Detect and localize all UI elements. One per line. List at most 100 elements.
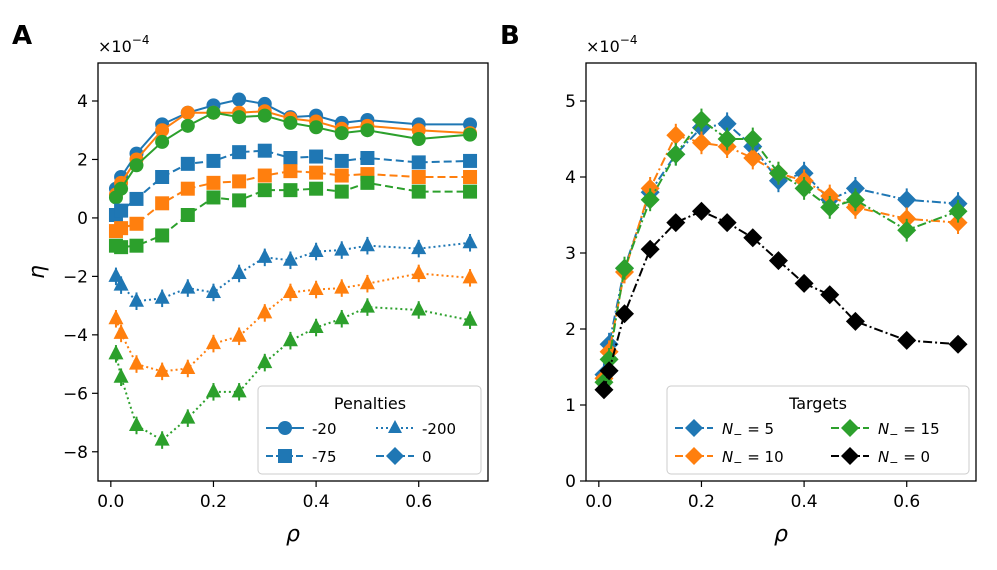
y-tick-label: 4 xyxy=(77,92,88,112)
data-point xyxy=(334,309,350,325)
x-tick-label: 0.4 xyxy=(303,492,330,512)
data-point xyxy=(743,129,763,149)
y-tick-label: −2 xyxy=(63,267,88,287)
panel-b-legend-title: Targets xyxy=(788,394,847,413)
data-point xyxy=(257,143,272,158)
y-tick-label: −8 xyxy=(63,443,88,463)
data-point xyxy=(113,368,129,383)
data-point xyxy=(206,175,221,190)
legend-entry-penalty-200: -200 xyxy=(376,420,456,438)
data-point xyxy=(282,283,298,298)
data-point xyxy=(108,309,124,325)
data-point xyxy=(154,362,170,377)
data-point xyxy=(360,123,375,138)
series-line xyxy=(602,210,959,391)
panel-b-frame xyxy=(585,62,977,482)
data-point xyxy=(897,220,917,240)
data-point xyxy=(180,409,196,424)
legend-entry-n5: N− = 5 xyxy=(675,419,774,441)
x-tick-label: 0.2 xyxy=(200,492,227,512)
data-point xyxy=(743,228,763,248)
legend-diamond-marker xyxy=(841,447,859,465)
data-point xyxy=(114,203,129,218)
data-point xyxy=(691,201,711,221)
data-point xyxy=(180,208,195,222)
series--200-blue xyxy=(108,233,478,310)
panel-b-multiplier: ×10−4 xyxy=(586,33,637,56)
legend-diamond-marker xyxy=(386,447,404,465)
data-point xyxy=(232,110,247,125)
data-point xyxy=(206,153,221,168)
data-point xyxy=(155,228,170,243)
data-point xyxy=(108,344,124,360)
data-point xyxy=(180,118,195,133)
data-point xyxy=(129,158,144,173)
data-point xyxy=(640,239,660,259)
y-tick-label: 4 xyxy=(565,168,576,188)
data-point xyxy=(257,168,272,183)
y-tick-label: 3 xyxy=(565,244,576,264)
legend-entry-n10: N− = 10 xyxy=(675,447,784,469)
data-point xyxy=(717,129,737,149)
data-point xyxy=(155,123,170,138)
series-line xyxy=(115,272,471,373)
x-tick-label: 0.2 xyxy=(688,492,715,512)
data-point xyxy=(308,280,324,296)
data-point xyxy=(232,92,247,107)
panel-a-legend-entries: -20 -75 -200 0 xyxy=(266,420,456,466)
legend-entry-n15: N− = 15 xyxy=(831,419,940,441)
panel-a-frame xyxy=(97,62,489,482)
y-tick-label: 1 xyxy=(565,396,576,416)
data-point xyxy=(463,170,478,184)
data-point xyxy=(283,115,298,130)
panel-b-legend: Targets N− = 5 N− = 10 N− = 15 N− = 0 xyxy=(666,385,970,475)
data-point xyxy=(462,268,478,284)
data-point xyxy=(232,193,247,208)
legend-label: -200 xyxy=(422,420,456,438)
data-point xyxy=(794,178,814,198)
data-point xyxy=(155,134,170,149)
data-point xyxy=(114,221,129,236)
y-tick-label: −4 xyxy=(63,326,88,346)
data-point xyxy=(948,201,968,221)
legend-entry-penalty-20: -20 xyxy=(266,420,337,438)
data-point xyxy=(463,153,478,168)
series--20-green xyxy=(108,105,478,205)
panel-b: B ×10−4 0.0 0.2 0.4 0.6 0 1 2 3 4 5 ρ Targets N− … xyxy=(500,21,977,547)
data-point xyxy=(462,311,478,326)
data-point xyxy=(666,125,686,145)
data-point xyxy=(180,279,196,294)
panel-a-xlabel: ρ xyxy=(286,522,300,547)
data-point xyxy=(257,353,273,369)
data-point xyxy=(334,153,349,168)
data-point xyxy=(108,267,124,282)
legend-triangle-marker xyxy=(388,420,402,433)
data-point xyxy=(129,238,144,253)
data-point xyxy=(114,181,129,196)
series-line xyxy=(602,118,959,383)
data-point xyxy=(113,276,129,291)
data-point xyxy=(845,190,865,210)
legend-label: N− = 15 xyxy=(878,420,940,441)
panel-a-ticks: 0.0 0.2 0.4 0.6 −8 −6 −4 −2 0 2 4 xyxy=(63,92,432,512)
data-point xyxy=(282,251,298,266)
series-n-0 xyxy=(594,201,968,400)
panel-b-label: B xyxy=(500,21,520,51)
data-point xyxy=(640,190,660,210)
legend-label: -20 xyxy=(312,420,337,438)
legend-entry-penalty-0: 0 xyxy=(376,447,432,466)
data-point xyxy=(463,184,478,199)
data-point xyxy=(666,213,686,233)
data-point xyxy=(231,327,247,342)
data-point xyxy=(231,382,247,398)
x-tick-label: 0.0 xyxy=(585,492,612,512)
data-point xyxy=(691,133,711,153)
data-point xyxy=(359,274,375,290)
legend-label: N− = 5 xyxy=(722,420,774,441)
data-point xyxy=(128,292,144,307)
data-point xyxy=(308,318,324,334)
data-point xyxy=(411,170,426,184)
legend-label: -75 xyxy=(312,448,337,466)
data-point xyxy=(128,416,144,431)
